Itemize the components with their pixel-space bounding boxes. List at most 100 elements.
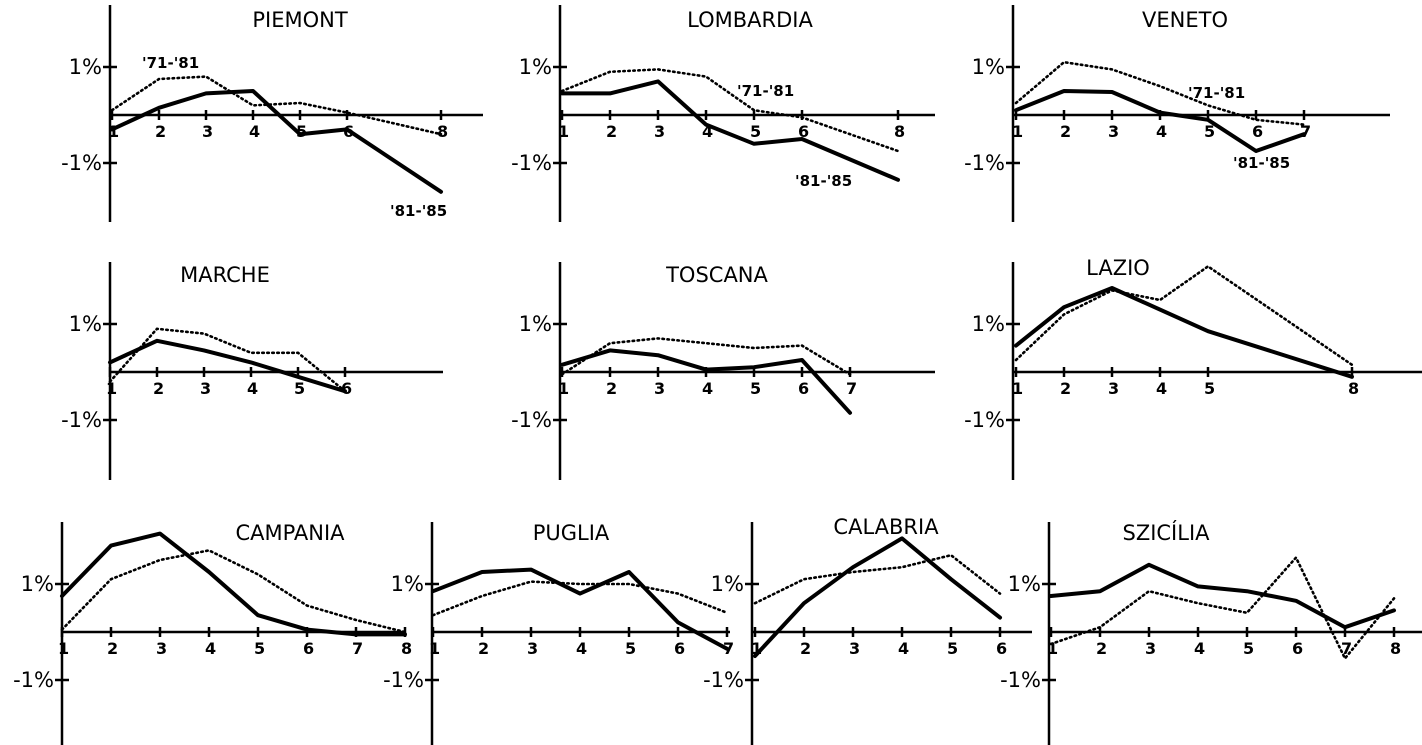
- x-tick-label: 6: [303, 639, 314, 658]
- period-annotation: '81-'85: [1233, 154, 1290, 172]
- series-line-dotted: [560, 68, 900, 153]
- x-tick-label: 2: [606, 379, 617, 398]
- x-tick-label: 4: [1156, 122, 1167, 141]
- y-tick-label: 1%: [21, 572, 54, 596]
- series-line-solid: [1014, 89, 1306, 153]
- y-tick-label: 1%: [1008, 572, 1041, 596]
- panel-title: LAZIO: [1086, 256, 1150, 280]
- x-tick-label: 6: [996, 639, 1007, 658]
- x-tick-label: 8: [1348, 379, 1359, 398]
- x-tick-label: 5: [254, 639, 265, 658]
- x-tick-label: 5: [1204, 122, 1215, 141]
- series-line-dotted: [108, 327, 347, 393]
- x-tick-label: 5: [294, 379, 305, 398]
- x-tick-label: 7: [352, 639, 363, 658]
- x-tick-label: 3: [202, 122, 213, 141]
- x-tick-label: 3: [527, 639, 538, 658]
- series-line-solid: [1049, 562, 1396, 630]
- x-tick-label: 1: [1012, 122, 1023, 141]
- series-line-solid: [560, 79, 900, 182]
- chart-panel: 1% -1% 1 2 3 4 5 6 7 8 SZICÍLIA: [1000, 520, 1422, 745]
- chart-panel: 1% -1%1 2 3 4 5 6 MARCHE: [61, 262, 443, 480]
- x-tick-label: 6: [1292, 639, 1303, 658]
- panel-title: VENETO: [1142, 8, 1228, 32]
- x-tick-label: 3: [654, 122, 665, 141]
- series-line-dotted: [431, 580, 729, 617]
- panel-title: SZICÍLIA: [1122, 520, 1210, 545]
- series-line-dotted: [753, 553, 1002, 605]
- series-line-solid: [753, 536, 1002, 658]
- x-tick-label: 3: [654, 379, 665, 398]
- series-line-solid: [110, 89, 443, 194]
- x-tick-label: 8: [1390, 639, 1401, 658]
- y-tick-label: 1%: [519, 55, 552, 79]
- panel-title: PIEMONT: [252, 8, 347, 32]
- chart-panel: 1% -1% 1 2 3 4 5 6 CALABRIA: [703, 515, 1032, 745]
- y-tick-label: 1%: [391, 572, 424, 596]
- y-tick-label: -1%: [1000, 668, 1041, 692]
- y-tick-label: 1%: [711, 572, 744, 596]
- series-line-solid: [108, 338, 347, 394]
- series-line-dotted: [110, 75, 443, 136]
- x-tick-label: 1: [751, 639, 762, 658]
- x-tick-label: 4: [702, 122, 713, 141]
- x-tick-label: 6: [798, 122, 809, 141]
- y-tick-label: 1%: [519, 312, 552, 336]
- y-tick-label: -1%: [964, 151, 1005, 175]
- x-tick-label: 1: [58, 639, 69, 658]
- x-tick-label: 6: [1252, 122, 1263, 141]
- x-tick-label: 7: [846, 379, 857, 398]
- y-tick-label: -1%: [511, 151, 552, 175]
- series-line-dotted: [1049, 555, 1396, 661]
- x-tick-label: 4: [702, 379, 713, 398]
- x-tick-label: 5: [1243, 639, 1254, 658]
- x-tick-label: 3: [1145, 639, 1156, 658]
- chart-panel: 1% -1% 1 2 3 4 5 8 LAZIO: [964, 256, 1422, 480]
- y-tick-label: -1%: [964, 408, 1005, 432]
- y-tick-label: -1%: [511, 408, 552, 432]
- period-annotation: '81-'85: [390, 202, 447, 220]
- series-line-dotted: [560, 337, 852, 376]
- y-tick-label: 1%: [69, 312, 102, 336]
- x-tick-label: 8: [437, 122, 448, 141]
- series-line-dotted: [60, 549, 407, 634]
- panel-title: LOMBARDIA: [687, 8, 813, 32]
- x-tick-label: 2: [107, 639, 118, 658]
- chart-panel: 1% -1% 1 2 3 4 5 6 7 TOSCANA: [511, 262, 935, 480]
- period-annotation: '81-'85: [795, 172, 852, 190]
- x-tick-label: 1: [1047, 639, 1058, 658]
- x-tick-label: 4: [249, 122, 260, 141]
- series-line-dotted: [1014, 264, 1354, 367]
- y-tick-label: -1%: [61, 408, 102, 432]
- x-tick-label: 3: [1108, 122, 1119, 141]
- period-annotation: '71-'81: [1188, 84, 1245, 102]
- x-tick-label: 5: [1204, 379, 1215, 398]
- x-tick-label: 1: [558, 379, 569, 398]
- x-tick-label: 2: [478, 639, 489, 658]
- series-line-solid: [560, 348, 852, 415]
- x-tick-label: 3: [1108, 379, 1119, 398]
- x-tick-label: 5: [947, 639, 958, 658]
- x-tick-label: 8: [401, 639, 412, 658]
- x-tick-label: 1: [108, 122, 119, 141]
- series-line-solid: [431, 567, 729, 651]
- x-tick-label: 2: [800, 639, 811, 658]
- y-tick-label: -1%: [13, 668, 54, 692]
- period-annotation: '71-'81: [737, 82, 794, 100]
- y-tick-label: 1%: [972, 312, 1005, 336]
- y-tick-label: -1%: [383, 668, 424, 692]
- x-tick-label: 2: [153, 379, 164, 398]
- panel-title: CALABRIA: [833, 515, 939, 539]
- x-tick-label: 3: [849, 639, 860, 658]
- x-tick-label: 4: [576, 639, 587, 658]
- x-tick-label: 4: [898, 639, 909, 658]
- series-line-solid: [1014, 286, 1354, 379]
- x-tick-label: 1: [106, 379, 117, 398]
- chart-panel: 1% -1% 1 2 3 4 5 6 8 LOMBARDIA '71-'81 '81-'85: [511, 5, 935, 222]
- x-tick-label: 2: [606, 122, 617, 141]
- y-tick-label: -1%: [703, 668, 744, 692]
- chart-panel: 1% -1% 1 2 3 4 5 6 7 VENETO '71-'81 '81-'85: [964, 5, 1390, 222]
- x-tick-label: 7: [1300, 122, 1311, 141]
